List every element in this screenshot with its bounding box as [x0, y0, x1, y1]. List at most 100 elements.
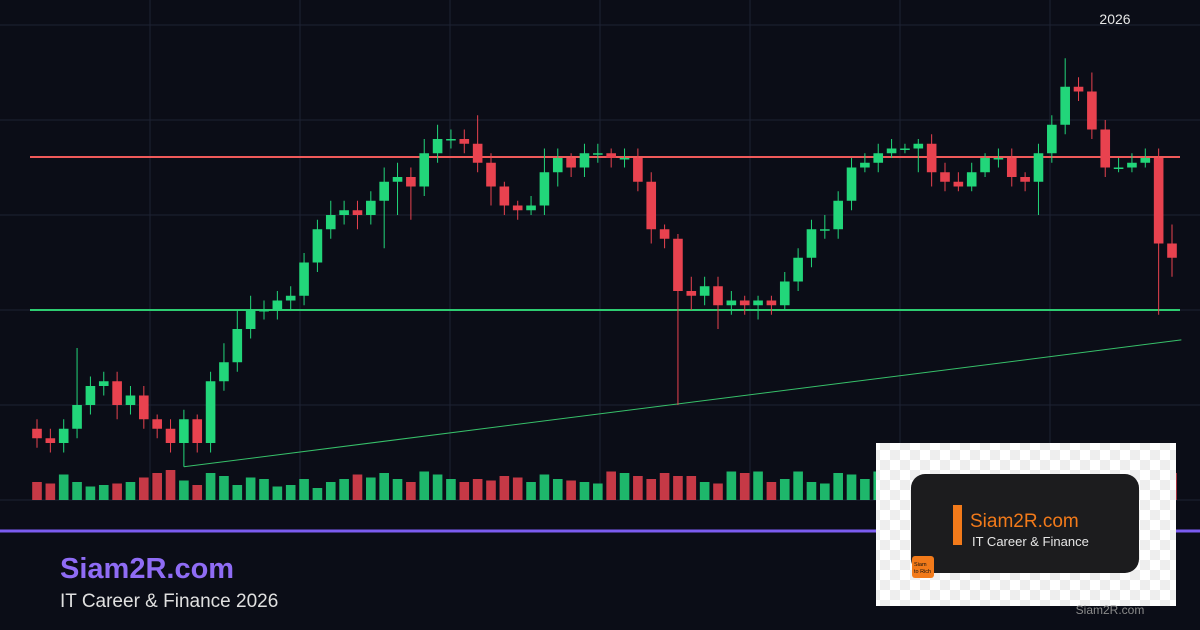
candle-body [125, 395, 136, 405]
volume-bar [566, 480, 576, 500]
candle-body [486, 162, 496, 187]
year-label: 2026 [1099, 11, 1130, 27]
trend-line [183, 339, 1182, 468]
candle-body [272, 300, 283, 310]
candle-body [1073, 86, 1084, 92]
candle-body [499, 186, 510, 206]
candle-body [179, 419, 189, 443]
candle-body [232, 329, 243, 363]
volume-bar [219, 476, 229, 500]
candle-body [72, 405, 82, 429]
candle-body [980, 158, 990, 173]
candle-body [993, 158, 1004, 160]
volume-bar [512, 477, 523, 500]
brand-title: Siam2R.com [60, 553, 234, 585]
candle-body [1140, 158, 1151, 163]
candle-body [192, 419, 203, 443]
volume-bar [579, 482, 590, 500]
candle-body [699, 286, 710, 296]
logo-icon-line: Siam [914, 562, 927, 568]
volume-bar [432, 474, 443, 500]
volume-bar [259, 479, 269, 500]
volume-bar [459, 482, 470, 500]
candle-body [1047, 124, 1057, 154]
volume-bar [285, 485, 296, 500]
candle-body [352, 210, 363, 215]
candle-body [459, 139, 470, 144]
candle-body [406, 177, 416, 187]
candle-body [299, 262, 309, 296]
candle-body [579, 153, 590, 168]
candle-body [940, 172, 950, 182]
candle-body [325, 215, 336, 230]
candle-body [379, 181, 389, 201]
candle-body [913, 143, 924, 149]
candle-body [846, 167, 857, 201]
volume-bar [58, 474, 69, 500]
volume-bar [419, 471, 430, 500]
candle-body [820, 229, 830, 231]
volume-bar [633, 476, 643, 500]
candle-body [1087, 91, 1097, 130]
candle-body [139, 395, 149, 420]
candle-body [112, 381, 122, 405]
volume-bar [72, 482, 82, 500]
logo-icon-line: to Rich [914, 569, 931, 575]
volume-bar [152, 473, 162, 500]
candle-body [619, 158, 630, 160]
volume-bar [165, 470, 176, 500]
volume-bar [45, 483, 56, 500]
candle-body [219, 362, 229, 382]
candle-body [285, 295, 296, 301]
volume-bar [406, 482, 416, 500]
logo-card: Siam2R.com IT Career & Finance Siam to R… [876, 443, 1176, 617]
candle-body [1127, 162, 1137, 168]
candle-body [793, 257, 803, 282]
volume-bar [806, 482, 817, 500]
candle-body [833, 200, 843, 230]
volume-bar [726, 471, 737, 500]
candle-body [673, 238, 683, 291]
volume-bar [820, 483, 830, 500]
candle-body [526, 205, 536, 211]
volume-bar [846, 474, 857, 500]
candle-body [633, 158, 643, 182]
volume-bar [32, 482, 42, 500]
candle-body [593, 153, 603, 155]
candle-body [512, 205, 523, 211]
candle-body [1100, 129, 1111, 168]
candle-body [1020, 177, 1030, 182]
volume-bar [179, 480, 189, 500]
candle-body [606, 153, 616, 158]
candle-body [152, 419, 162, 429]
candle-body [472, 143, 483, 163]
volume-bar [299, 479, 309, 500]
volume-bar [659, 473, 670, 500]
candle-body [205, 381, 216, 443]
candle-body [886, 148, 897, 154]
volume-bar [499, 476, 510, 500]
candle-body [1153, 158, 1164, 244]
volume-bar [232, 485, 243, 500]
volume-bar [686, 476, 697, 500]
candle-body [1060, 86, 1070, 125]
volume-bar [606, 471, 616, 500]
volume-bar [860, 479, 870, 500]
candle-body [419, 153, 430, 187]
volume-bar [192, 485, 203, 500]
candle-body [646, 181, 657, 230]
candle-body [259, 310, 269, 312]
candle-body [392, 177, 403, 182]
candle-body [953, 181, 964, 187]
volume-bar [205, 473, 216, 500]
candle-body [659, 229, 670, 239]
candle-body [686, 291, 697, 296]
volume-bar [646, 479, 657, 500]
volume-bar [699, 482, 710, 500]
volume-bar [312, 488, 323, 500]
volume-bar [85, 486, 96, 500]
candle-body [860, 162, 870, 168]
volume-bar [593, 483, 603, 500]
